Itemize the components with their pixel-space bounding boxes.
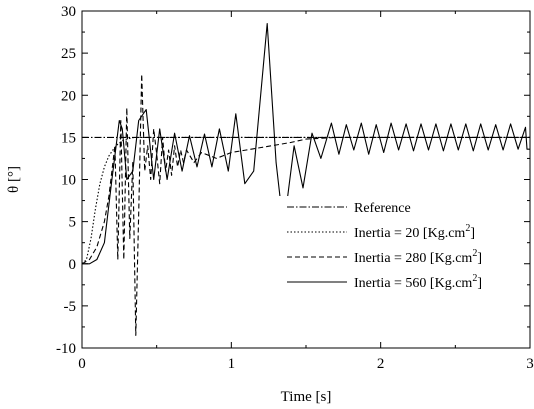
tick-labels: 0 1 2 3 -10 -5 0 5 10 15 20 25 30 — [56, 4, 534, 372]
legend-label: Inertia = 280 [Kg.cm2] — [354, 248, 482, 266]
legend-label: Inertia = 20 [Kg.cm2] — [354, 223, 475, 241]
y-tick-label: 5 — [69, 215, 77, 231]
y-tick-label: -5 — [64, 299, 77, 315]
y-tick-label: 15 — [61, 130, 76, 146]
series-lines — [81, 23, 530, 336]
y-tick-label: 0 — [69, 257, 77, 273]
legend-label: Reference — [354, 201, 411, 216]
x-tick-label: 0 — [78, 356, 86, 372]
y-tick-label: 20 — [61, 88, 76, 104]
axis-ticks — [81, 10, 531, 349]
series-line-2 — [81, 73, 530, 336]
series-line-1 — [81, 136, 530, 265]
legend-label: Inertia = 560 [Kg.cm2] — [354, 273, 482, 291]
x-tick-label: 2 — [377, 356, 385, 372]
legend: Reference Inertia = 20 [Kg.cm2] Inertia = … — [278, 196, 516, 306]
x-tick-label: 3 — [526, 356, 534, 372]
y-tick-label: 10 — [61, 173, 76, 189]
legend-background — [278, 196, 516, 306]
x-tick-label: 1 — [228, 356, 236, 372]
x-axis-label: Time [s] — [281, 389, 332, 405]
y-tick-label: 30 — [61, 4, 76, 20]
y-axis-label: θ [°] — [6, 166, 22, 193]
y-tick-label: -10 — [56, 341, 76, 357]
series-line-3 — [82, 23, 530, 265]
y-tick-label: 25 — [61, 46, 76, 62]
